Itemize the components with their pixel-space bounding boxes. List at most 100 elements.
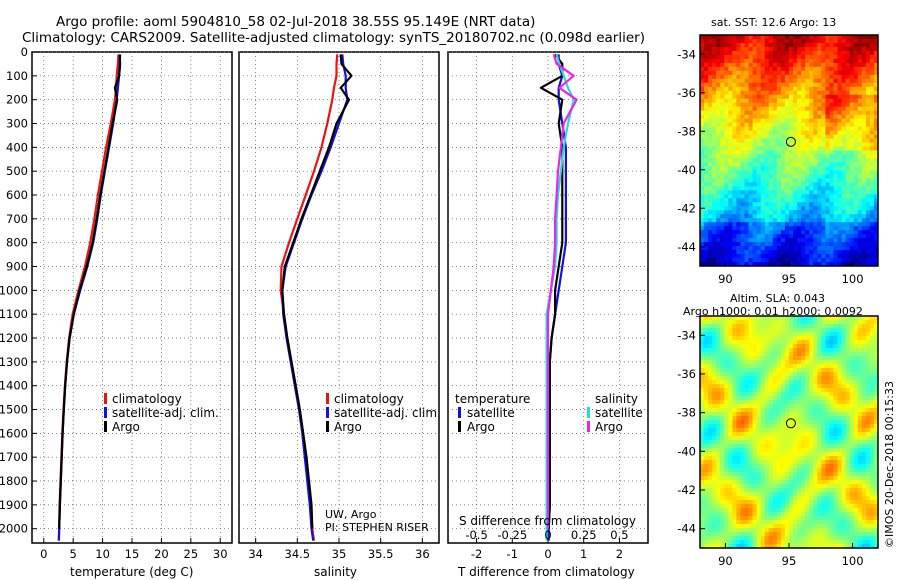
sst-cell <box>821 182 827 187</box>
sst-cell <box>817 170 822 175</box>
sst-cell <box>789 242 794 247</box>
sst-cell <box>784 114 790 120</box>
sla-cell <box>821 360 827 365</box>
sla-cell <box>841 364 847 369</box>
sla-cell <box>736 332 742 337</box>
sst-cell <box>821 178 827 183</box>
sst-cell <box>861 258 867 263</box>
sla-cell <box>772 444 778 449</box>
sst-cell <box>801 234 806 239</box>
sst-cell <box>801 190 806 195</box>
sst-cell <box>849 50 855 56</box>
sst-cell <box>805 86 810 92</box>
sla-cell <box>821 504 827 509</box>
sla-cell <box>720 500 725 505</box>
sst-cell <box>772 50 778 56</box>
sst-cell <box>853 110 859 116</box>
sla-cell <box>853 348 859 353</box>
sla-cell <box>817 476 822 481</box>
sla-cell <box>780 364 786 369</box>
sla-cell <box>736 372 742 377</box>
sla-cell <box>712 320 717 325</box>
sst-cell <box>768 246 774 251</box>
sla-cell <box>857 464 863 469</box>
sst-cell <box>793 114 798 120</box>
sst-cell <box>857 110 863 116</box>
sst-cell <box>744 262 750 266</box>
sla-cell <box>708 388 713 393</box>
series-line-satellite-adj-clim <box>281 54 349 541</box>
sla-cell <box>768 472 774 477</box>
sla-cell <box>821 352 827 357</box>
sla-cell <box>732 408 738 413</box>
sla-cell <box>857 340 863 345</box>
sst-map-ticks: 90 95 100-34-36-38-40-42-44 <box>677 47 863 286</box>
sst-cell <box>768 102 774 108</box>
sst-cell <box>776 122 782 128</box>
sla-cell <box>708 324 713 329</box>
sla-cell <box>817 496 822 501</box>
sst-cell <box>873 194 878 199</box>
sst-cell <box>740 246 746 251</box>
sst-cell <box>825 242 831 247</box>
sst-cell <box>873 190 878 195</box>
sst-cell <box>728 114 733 120</box>
sla-cell <box>784 360 790 365</box>
sst-cell <box>873 98 878 104</box>
sst-cell <box>829 35 835 40</box>
sst-cell <box>764 226 770 231</box>
sst-cell <box>740 142 746 148</box>
sst-cell <box>748 66 754 72</box>
sst-cell <box>772 234 778 239</box>
sst-cell <box>793 150 798 156</box>
sla-cell <box>833 364 839 369</box>
sst-cell <box>861 90 867 96</box>
sst-cell <box>716 258 721 263</box>
sla-cell <box>861 424 867 429</box>
sst-cell <box>833 74 839 80</box>
sla-cell <box>797 404 802 409</box>
sla-cell <box>853 324 859 329</box>
sst-cell <box>756 118 762 124</box>
sst-cell <box>837 94 843 100</box>
sla-cell <box>873 436 878 441</box>
sst-cell <box>748 242 754 247</box>
sla-cell <box>752 352 758 357</box>
sst-cell <box>760 226 766 231</box>
sla-cell <box>861 336 867 341</box>
sst-cell <box>780 198 786 203</box>
sla-cell <box>716 484 721 489</box>
sla-cell <box>873 384 878 389</box>
sst-cell <box>845 194 851 199</box>
legend-argo-swatch <box>326 421 329 432</box>
sla-cell <box>736 464 742 469</box>
sst-cell <box>712 142 717 148</box>
sst-cell <box>720 242 725 247</box>
sla-cell <box>764 436 770 441</box>
sst-cell <box>784 222 790 227</box>
sst-cell <box>841 146 847 152</box>
sla-cell <box>809 324 814 329</box>
sla-cell <box>732 424 738 429</box>
sla-cell <box>825 420 831 425</box>
sla-cell <box>797 480 802 485</box>
sst-cell <box>841 158 847 164</box>
sst-cell <box>704 54 709 60</box>
sst-cell <box>764 194 770 199</box>
sst-cell <box>724 35 729 40</box>
sla-cell <box>744 496 750 501</box>
sst-cell <box>857 166 863 172</box>
sst-cell <box>740 242 746 247</box>
sst-cell <box>845 214 851 219</box>
sla-cell <box>732 348 738 353</box>
sst-cell <box>861 50 867 56</box>
sla-cell <box>809 400 814 405</box>
sst-cell <box>712 242 717 247</box>
sla-cell <box>700 408 705 413</box>
sst-cell <box>817 218 822 223</box>
sst-cell <box>720 130 725 136</box>
sst-cell <box>801 158 806 164</box>
sst-cell <box>732 166 738 172</box>
sst-cell <box>764 138 770 144</box>
sla-cell <box>764 384 770 389</box>
